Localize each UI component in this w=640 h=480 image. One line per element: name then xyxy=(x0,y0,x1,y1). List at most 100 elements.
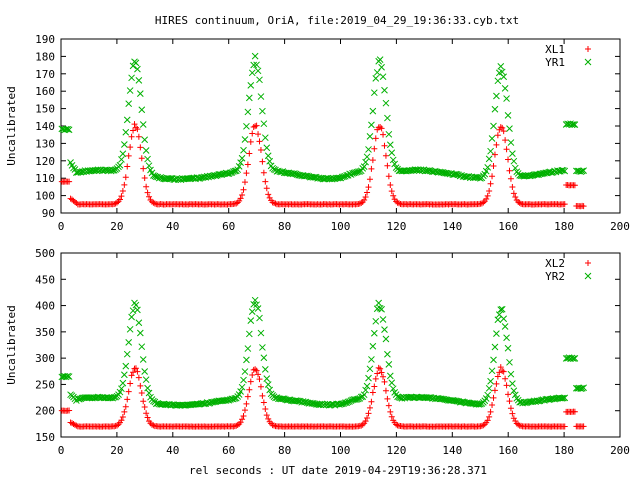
data-point xyxy=(494,132,501,139)
data-point xyxy=(360,163,368,170)
data-point xyxy=(389,156,397,164)
data-point xyxy=(237,388,244,395)
data-point xyxy=(394,199,401,206)
data-point xyxy=(67,419,74,426)
data-point xyxy=(257,93,265,100)
data-point xyxy=(131,121,138,128)
data-point xyxy=(234,422,241,429)
x-tick-label: 180 xyxy=(554,444,574,457)
data-point xyxy=(376,56,384,63)
data-point xyxy=(393,421,400,428)
data-point xyxy=(503,146,510,153)
data-point xyxy=(122,362,130,370)
data-point xyxy=(511,164,519,172)
y-tick-label: 500 xyxy=(35,247,55,260)
data-point xyxy=(73,200,80,207)
data-point xyxy=(235,162,243,170)
data-point xyxy=(493,141,500,148)
data-point xyxy=(122,403,129,410)
data-point xyxy=(378,63,385,71)
data-point xyxy=(570,120,577,128)
data-point xyxy=(121,408,128,415)
data-point xyxy=(493,92,500,100)
data-point xyxy=(240,186,247,193)
data-point xyxy=(121,181,128,188)
data-point xyxy=(490,356,497,364)
data-point xyxy=(372,317,380,325)
legend-marker xyxy=(584,272,592,280)
data-point xyxy=(472,173,480,181)
data-point xyxy=(561,167,569,175)
data-point xyxy=(489,173,496,180)
data-point xyxy=(266,157,274,165)
data-point xyxy=(256,76,263,84)
data-point xyxy=(385,361,393,368)
data-point xyxy=(256,376,263,383)
data-point xyxy=(244,345,252,352)
data-point xyxy=(145,389,153,397)
data-point xyxy=(484,164,492,171)
data-point xyxy=(261,134,269,142)
y-tick-label: 250 xyxy=(35,378,55,391)
data-point xyxy=(480,422,487,429)
data-point xyxy=(489,401,496,408)
data-point xyxy=(511,391,519,399)
x-tick-label: 140 xyxy=(442,220,462,233)
data-point xyxy=(370,329,378,337)
x-tick-label: 100 xyxy=(331,444,351,457)
y-tick-label: 160 xyxy=(35,85,55,98)
data-point xyxy=(494,77,502,85)
data-point xyxy=(252,366,259,373)
data-point xyxy=(499,124,506,131)
data-point xyxy=(243,400,250,407)
data-point xyxy=(501,323,509,330)
data-point xyxy=(134,368,141,375)
data-point xyxy=(497,364,504,371)
data-point xyxy=(388,188,395,195)
data-point xyxy=(73,422,80,429)
data-point xyxy=(251,296,259,304)
data-point xyxy=(372,74,380,82)
data-point xyxy=(571,182,578,189)
data-point xyxy=(124,396,131,403)
data-point xyxy=(118,156,125,163)
data-point xyxy=(261,366,269,373)
data-point xyxy=(141,368,149,375)
y-tick-label: 150 xyxy=(35,103,55,116)
data-point xyxy=(503,382,510,389)
data-point xyxy=(487,377,494,385)
data-point xyxy=(66,407,73,414)
data-point xyxy=(488,135,496,142)
data-point xyxy=(134,65,141,73)
data-point xyxy=(374,370,381,377)
x-tick-label: 180 xyxy=(554,220,574,233)
data-point xyxy=(144,155,151,163)
data-point xyxy=(246,150,253,157)
data-point xyxy=(358,199,365,206)
data-point xyxy=(541,169,548,177)
data-point xyxy=(509,183,516,190)
data-point xyxy=(385,130,393,138)
data-point xyxy=(139,356,147,363)
data-point xyxy=(240,376,247,384)
data-point xyxy=(240,146,247,154)
data-point xyxy=(243,356,250,364)
data-point xyxy=(126,87,134,94)
data-point xyxy=(378,305,385,313)
data-point xyxy=(264,152,272,160)
data-point xyxy=(363,382,371,390)
data-point xyxy=(363,153,371,161)
data-point xyxy=(247,378,254,385)
data-point xyxy=(491,387,498,394)
data-point xyxy=(487,408,494,415)
data-point xyxy=(561,201,568,208)
data-point xyxy=(127,380,134,387)
data-point xyxy=(381,86,388,94)
data-point xyxy=(138,155,145,162)
data-point xyxy=(382,152,389,159)
data-point xyxy=(578,167,586,175)
data-point xyxy=(150,422,157,429)
data-point xyxy=(571,121,579,129)
data-point xyxy=(253,301,260,309)
